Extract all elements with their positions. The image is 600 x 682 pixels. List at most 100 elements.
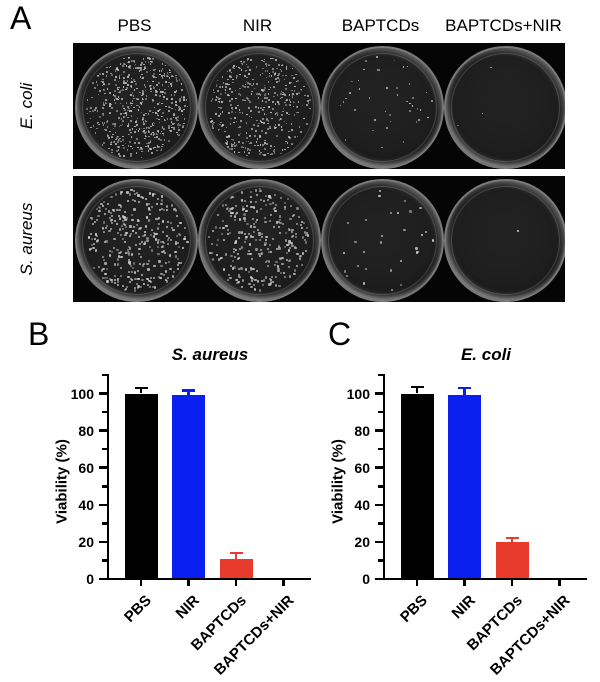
colony-dot	[120, 140, 122, 143]
colony-dot	[123, 80, 125, 83]
plate-cell	[319, 43, 444, 169]
colony-dot	[145, 120, 147, 123]
colony-dot	[285, 66, 288, 68]
colony-dot	[168, 81, 171, 84]
colony-dot	[128, 57, 130, 60]
colony-dot	[131, 92, 134, 95]
colony-dot	[144, 198, 147, 201]
colony-dot	[252, 235, 255, 238]
colony-dot	[126, 199, 130, 202]
colony-dot	[176, 131, 178, 134]
colony-dot	[168, 125, 170, 127]
colony-dot	[159, 94, 161, 97]
x-axis-line	[382, 577, 587, 581]
colony-dot	[250, 285, 253, 288]
colony-dot	[249, 253, 252, 256]
colony-dot	[265, 143, 268, 145]
colony-dot	[120, 256, 123, 259]
colony-dot	[132, 262, 136, 265]
colony-dot	[278, 73, 280, 75]
colony-dot	[289, 137, 291, 140]
colony-dot	[162, 220, 165, 223]
colony-dot	[106, 120, 109, 123]
colony-dot	[86, 98, 89, 101]
colony-dot	[102, 107, 104, 110]
colony-dot	[266, 264, 270, 267]
colony-dot	[104, 227, 108, 230]
colony-dot	[157, 102, 159, 105]
colony-dot	[364, 267, 367, 271]
colony-dot	[258, 111, 260, 113]
colony-dot	[215, 99, 217, 101]
colony-dot	[223, 130, 226, 133]
colony-dot	[142, 121, 145, 124]
colony-dot	[153, 286, 157, 289]
colony-dot	[111, 136, 113, 138]
colony-dot	[165, 205, 169, 208]
colony-dot	[122, 139, 124, 141]
colony-dot	[227, 146, 229, 148]
colony-dot	[273, 74, 276, 77]
colony-dot	[250, 235, 253, 238]
colony-dot	[161, 77, 164, 79]
colony-dot	[228, 100, 231, 102]
colony-dot	[90, 107, 93, 110]
colony-dot	[257, 125, 259, 127]
colony-dot	[138, 285, 141, 288]
colony-dot	[146, 240, 149, 243]
colony-dot	[210, 251, 213, 254]
colony-dot	[244, 232, 247, 235]
colony-dot	[110, 142, 112, 144]
colony-dot	[114, 219, 117, 222]
colony-dot	[259, 248, 263, 251]
error-bar	[234, 553, 238, 559]
colony-dot	[116, 278, 120, 281]
colony-dot	[158, 222, 161, 225]
colony-dot	[89, 117, 92, 120]
colony-dot	[269, 86, 272, 89]
colony-dot	[358, 88, 361, 90]
colony-dot	[150, 61, 153, 63]
colony-dot	[250, 276, 253, 279]
colony-dot	[233, 67, 235, 70]
colony-dot	[130, 115, 133, 117]
colony-dot	[306, 234, 309, 237]
colony-dot	[174, 76, 177, 79]
plate-cell	[442, 176, 565, 302]
colony-dot	[134, 125, 136, 128]
colony-dot	[111, 74, 113, 77]
colony-dot	[234, 145, 236, 147]
colony-dot	[112, 94, 115, 96]
colony-dot	[233, 65, 235, 67]
colony-dot	[301, 104, 304, 107]
colony-dot	[112, 246, 116, 250]
colony-dot	[163, 250, 166, 253]
colony-dot	[147, 146, 150, 149]
colony-dot	[143, 131, 146, 134]
petri-dish-e--coli-3	[444, 46, 565, 169]
colony-dot	[141, 279, 144, 282]
colony-dot	[178, 246, 181, 249]
colony-dot	[419, 109, 422, 112]
colony-dot	[138, 235, 141, 239]
colony-dot	[264, 221, 267, 224]
colony-dot	[264, 242, 267, 245]
colony-dot	[240, 286, 243, 289]
colony-dot	[255, 130, 257, 132]
colony-dot	[281, 64, 283, 67]
colony-dot	[138, 200, 141, 203]
colony-dot	[114, 138, 117, 141]
petri-dish-rim	[205, 53, 314, 162]
colony-dot	[141, 116, 144, 119]
colony-dot	[242, 99, 244, 101]
colony-dot	[160, 203, 163, 206]
colony-dot	[102, 114, 105, 117]
colony-dot	[296, 253, 299, 256]
colony-dot	[140, 67, 142, 69]
colony-dot	[255, 270, 259, 273]
bar-nir	[172, 395, 205, 579]
colony-dot	[229, 117, 232, 120]
colony-dot	[218, 128, 221, 131]
colony-dot	[225, 139, 228, 142]
